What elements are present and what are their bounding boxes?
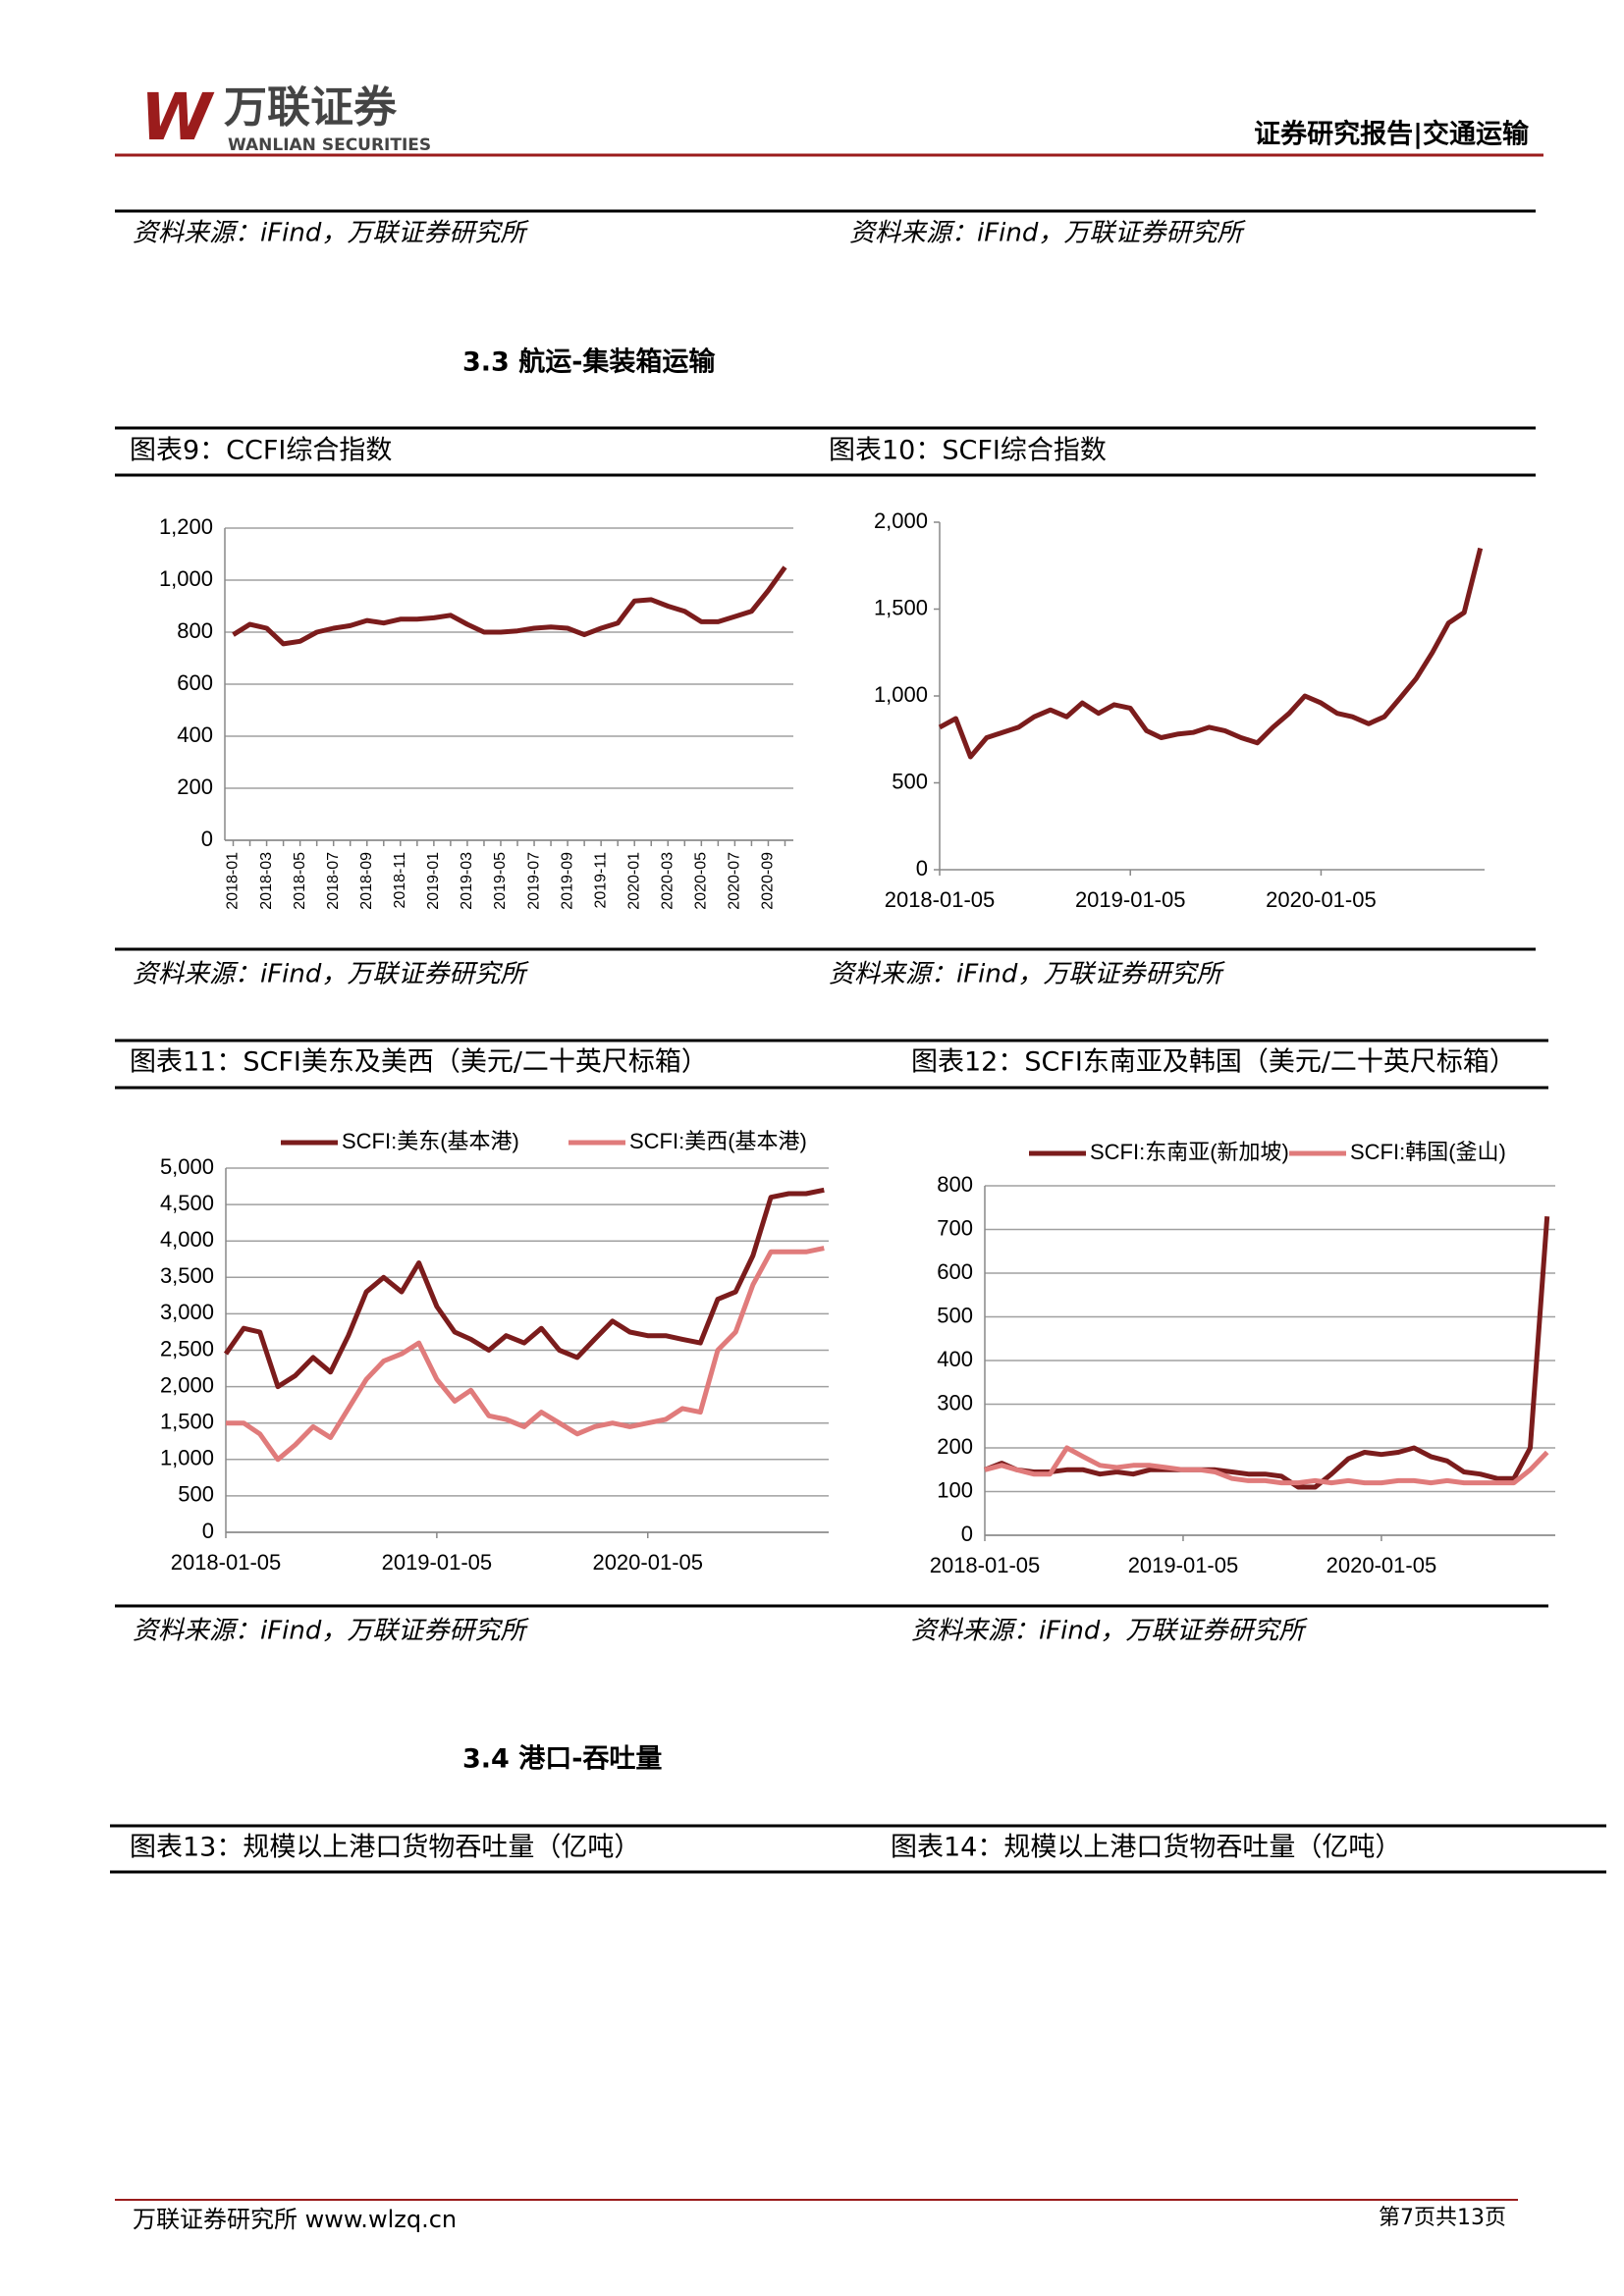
x-tick-label: 2020-05: [693, 852, 710, 910]
line-series: [938, 547, 1484, 760]
y-tick-label: 1,000: [874, 682, 928, 707]
line-series: [226, 1246, 825, 1463]
y-tick-label: 1,500: [160, 1410, 214, 1434]
x-tick-label: 2019-01-05: [1128, 1553, 1239, 1577]
section-heading: 3.3 航运-集装箱运输: [462, 347, 716, 378]
y-tick-label: 800: [937, 1172, 973, 1197]
source: 资料来源：iFind，万联证券研究所: [849, 219, 1246, 248]
y-tick-label: 500: [178, 1482, 214, 1507]
y-tick-label: 2,000: [874, 508, 928, 533]
y-tick-label: 100: [937, 1477, 973, 1502]
x-tick-label: 2020-01-05: [592, 1550, 703, 1575]
figure-title: 图表9：CCFI综合指数: [130, 436, 392, 466]
source: 资料来源：iFind，万联证券研究所: [133, 1617, 529, 1646]
legend-label: SCFI:美东(基本港): [342, 1129, 519, 1153]
y-tick-label: 4,000: [160, 1227, 214, 1252]
x-tick-label: 2018-01-05: [171, 1550, 282, 1575]
x-tick-label: 2020-01: [625, 852, 642, 910]
x-tick-label: 2020-07: [727, 852, 743, 910]
figure-title: 图表12：SCFI东南亚及韩国（美元/二十英尺标箱）: [911, 1047, 1516, 1078]
y-tick-label: 2,000: [160, 1372, 214, 1397]
y-tick-label: 500: [892, 769, 928, 793]
y-tick-label: 0: [916, 856, 928, 881]
y-tick-label: 0: [202, 1519, 214, 1543]
x-tick-label: 2019-07: [525, 852, 542, 910]
y-tick-label: 500: [937, 1303, 973, 1327]
y-tick-label: 600: [937, 1259, 973, 1284]
footer-right: 第7页共13页: [1379, 2206, 1506, 2230]
y-tick-label: 4,500: [160, 1191, 214, 1215]
y-tick-label: 800: [177, 618, 213, 643]
x-tick-label: 2018-11: [392, 852, 408, 909]
source: 资料来源：iFind，万联证券研究所: [829, 960, 1225, 989]
y-tick-label: 300: [937, 1390, 973, 1415]
x-tick-label: 2019-09: [559, 852, 575, 910]
x-tick-label: 2019-01: [425, 852, 442, 910]
legend-label: SCFI:美西(基本港): [629, 1129, 807, 1153]
y-tick-label: 1,000: [160, 1446, 214, 1470]
y-tick-label: 1,500: [874, 595, 928, 619]
x-tick-label: 2020-09: [760, 852, 777, 910]
y-tick-label: 400: [177, 722, 213, 747]
report-tag: 证券研究报告|交通运输: [1254, 119, 1530, 150]
x-tick-label: 2019-01-05: [382, 1550, 493, 1575]
y-tick-label: 200: [177, 774, 213, 799]
y-tick-label: 600: [177, 670, 213, 695]
x-tick-label: 2020-03: [659, 852, 676, 910]
x-tick-label: 2018-01-05: [930, 1553, 1041, 1577]
x-tick-label: 2020-01-05: [1266, 887, 1377, 912]
x-tick-label: 2019-05: [492, 852, 509, 910]
line-series: [984, 1216, 1550, 1490]
y-tick-label: 400: [937, 1347, 973, 1371]
figure-title: 图表13：规模以上港口货物吞吐量（亿吨）: [130, 1833, 640, 1863]
line-series: [984, 1445, 1549, 1486]
logo-en: WANLIAN SECURITIES: [228, 135, 431, 155]
section-heading: 3.4 港口-吞吐量: [462, 1744, 662, 1775]
line-series: [232, 565, 787, 647]
x-tick-label: 2019-01-05: [1075, 887, 1186, 912]
x-tick-label: 2018-01: [225, 852, 242, 910]
y-tick-label: 3,000: [160, 1300, 214, 1324]
x-tick-label: 2018-01-05: [885, 887, 996, 912]
x-tick-label: 2018-05: [292, 852, 308, 910]
x-tick-label: 2019-03: [459, 852, 475, 910]
figure-title: 图表14：规模以上港口货物吞吐量（亿吨）: [891, 1833, 1401, 1863]
y-tick-label: 0: [201, 827, 213, 851]
y-tick-label: 200: [937, 1434, 973, 1459]
source: 资料来源：iFind，万联证券研究所: [133, 960, 529, 989]
figure-title: 图表11：SCFI美东及美西（美元/二十英尺标箱）: [130, 1047, 708, 1078]
source: 资料来源：iFind，万联证券研究所: [133, 219, 529, 248]
y-tick-label: 0: [961, 1522, 973, 1546]
x-tick-label: 2018-09: [358, 852, 375, 910]
x-tick-label: 2019-11: [592, 852, 609, 909]
logo-name: 万联证券: [224, 82, 398, 133]
legend-label: SCFI:东南亚(新加坡): [1090, 1140, 1289, 1164]
x-tick-label: 2020-01-05: [1326, 1553, 1437, 1577]
logo-mark: W: [140, 80, 215, 155]
footer-left: 万联证券研究所 www.wlzq.cn: [133, 2206, 457, 2233]
y-tick-label: 2,500: [160, 1336, 214, 1361]
y-tick-label: 700: [937, 1215, 973, 1240]
x-tick-label: 2018-03: [258, 852, 275, 910]
line-series: [223, 1187, 825, 1390]
figure-title: 图表10：SCFI综合指数: [829, 436, 1107, 466]
y-tick-label: 1,000: [159, 566, 213, 591]
y-tick-label: 1,200: [159, 514, 213, 539]
x-tick-label: 2018-07: [325, 852, 342, 910]
legend-label: SCFI:韩国(釜山): [1350, 1140, 1506, 1164]
y-tick-label: 3,500: [160, 1263, 214, 1288]
source: 资料来源：iFind，万联证券研究所: [911, 1617, 1308, 1646]
y-tick-label: 5,000: [160, 1154, 214, 1179]
